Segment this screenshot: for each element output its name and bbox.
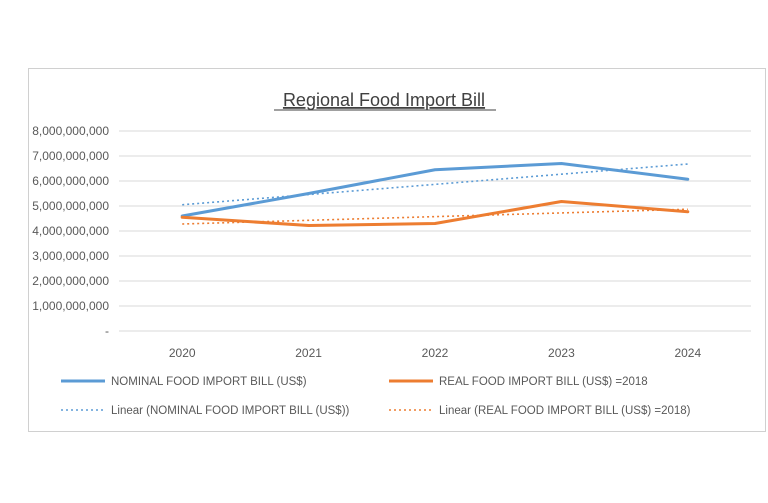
y-tick-label: 6,000,000,000 [32, 174, 109, 188]
x-tick-label: 2020 [169, 346, 196, 360]
x-axis-tick-labels: 2020 2021 2022 2023 2024 [169, 346, 702, 360]
series-line [180, 200, 690, 227]
line-chart: Regional Food Import Bill - 1,000,000,000… [32, 90, 751, 417]
y-tick-label: 3,000,000,000 [32, 249, 109, 263]
x-tick-label: 2024 [674, 346, 701, 360]
grid-lines [119, 130, 751, 332]
series-line [180, 162, 690, 218]
y-tick-label: 8,000,000,000 [32, 124, 109, 138]
y-tick-label: 1,000,000,000 [32, 299, 109, 313]
series-lines [180, 162, 690, 227]
legend-label: Linear (NOMINAL FOOD IMPORT BILL (US$)) [111, 405, 350, 417]
y-tick-label: 2,000,000,000 [32, 274, 109, 288]
y-tick-label: 4,000,000,000 [32, 224, 109, 238]
legend-label: NOMINAL FOOD IMPORT BILL (US$) [111, 376, 307, 388]
legend: NOMINAL FOOD IMPORT BILL (US$) REAL FOOD … [61, 376, 691, 417]
y-tick-label: 7,000,000,000 [32, 149, 109, 163]
legend-label: Linear (REAL FOOD IMPORT BILL (US$) =201… [439, 405, 691, 417]
x-tick-label: 2022 [422, 346, 449, 360]
chart-title: Regional Food Import Bill [283, 90, 485, 110]
trendlines [182, 163, 688, 225]
trendline [182, 208, 688, 225]
x-tick-label: 2021 [295, 346, 322, 360]
legend-label: REAL FOOD IMPORT BILL (US$) =2018 [439, 376, 648, 388]
y-tick-label: - [105, 324, 109, 338]
chart-frame: Regional Food Import Bill - 1,000,000,000… [28, 68, 766, 432]
x-tick-label: 2023 [548, 346, 575, 360]
y-axis-tick-labels: - 1,000,000,000 2,000,000,000 3,000,000,000… [32, 124, 109, 338]
y-tick-label: 5,000,000,000 [32, 199, 109, 213]
